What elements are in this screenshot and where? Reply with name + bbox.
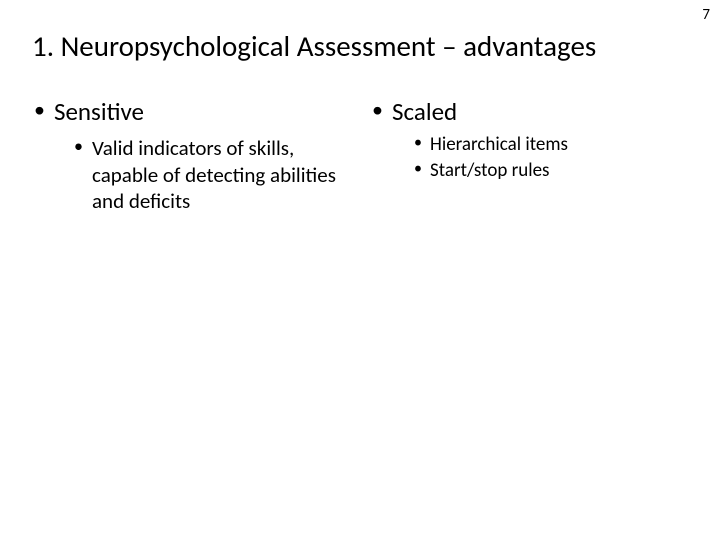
left-list: Sensitive Valid indicators of skills, ca…: [32, 96, 354, 214]
right-list: Scaled Hierarchical items Start/stop rul…: [370, 96, 692, 183]
left-sub-item: Valid indicators of skills, capable of d…: [72, 135, 354, 214]
left-sub-text: Valid indicators of skills, capable of d…: [92, 135, 336, 214]
right-sub-item-1: Hierarchical items: [412, 133, 692, 157]
right-heading-text: Scaled: [392, 96, 457, 127]
right-sub-text-2: Start/stop rules: [430, 159, 549, 182]
left-heading-text: Sensitive: [54, 96, 144, 127]
right-column: Scaled Hierarchical items Start/stop rul…: [364, 96, 692, 224]
content-columns: Sensitive Valid indicators of skills, ca…: [32, 96, 692, 224]
left-column: Sensitive Valid indicators of skills, ca…: [32, 96, 364, 224]
right-sublist: Hierarchical items Start/stop rules: [392, 133, 692, 183]
right-sub-item-2: Start/stop rules: [412, 159, 692, 183]
slide-title: 1. Neuropsychological Assessment – advan…: [32, 28, 692, 64]
right-sub-text-1: Hierarchical items: [430, 133, 568, 156]
page-number: 7: [702, 6, 710, 24]
left-sublist: Valid indicators of skills, capable of d…: [54, 135, 354, 214]
left-heading-item: Sensitive Valid indicators of skills, ca…: [32, 96, 354, 214]
right-heading-item: Scaled Hierarchical items Start/stop rul…: [370, 96, 692, 183]
slide: 7 1. Neuropsychological Assessment – adv…: [0, 0, 720, 540]
